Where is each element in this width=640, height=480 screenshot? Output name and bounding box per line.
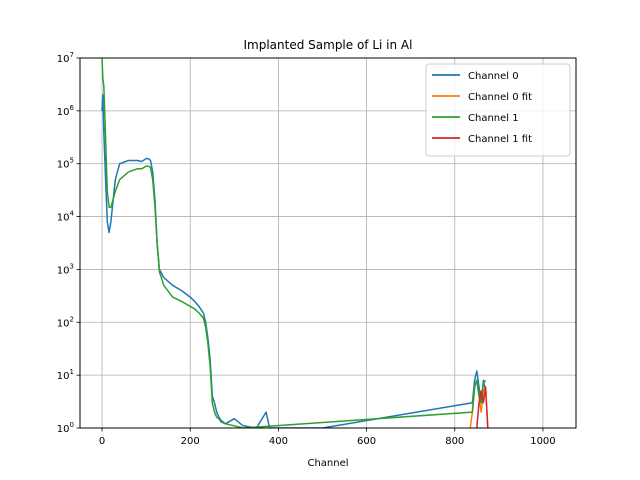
y-tick-base: 10 [57, 54, 70, 65]
y-tick-label: 102 [57, 315, 74, 329]
y-tick-exponent: 4 [70, 210, 75, 218]
y-tick-exponent: 7 [70, 51, 74, 59]
x-tick-label: 200 [181, 436, 200, 447]
x-tick-label: 800 [445, 436, 464, 447]
plot-series [101, 58, 489, 428]
y-tick-label: 106 [57, 104, 75, 118]
legend-label: Channel 1 [468, 113, 519, 124]
y-tick-label: 104 [57, 210, 75, 224]
y-tick-label: 107 [57, 51, 74, 65]
y-tick-exponent: 5 [70, 157, 74, 165]
y-tick-base: 10 [57, 160, 70, 171]
y-tick-label: 101 [57, 368, 74, 382]
y-tick-label: 100 [57, 421, 74, 435]
y-tick-exponent: 1 [70, 368, 74, 376]
x-tick-label: 400 [269, 436, 288, 447]
y-tick-label: 105 [57, 157, 74, 171]
legend-label: Channel 0 [468, 71, 519, 82]
y-tick-base: 10 [57, 213, 70, 224]
y-tick-exponent: 0 [70, 421, 74, 429]
legend-label: Channel 0 fit [468, 92, 532, 103]
x-tick-label: 600 [357, 436, 376, 447]
series-line [101, 58, 487, 428]
y-tick-exponent: 6 [70, 104, 75, 112]
x-axis-ticks: 0 200 400 600 800 1000 [99, 428, 556, 447]
y-tick-exponent: 2 [70, 315, 74, 323]
legend: Channel 0 Channel 0 fit Channel 1 Channel 1… [425, 63, 571, 157]
y-tick-base: 10 [57, 107, 70, 118]
y-tick-base: 10 [57, 265, 70, 276]
x-axis-label: Channel [307, 458, 348, 469]
y-tick-base: 10 [57, 371, 70, 382]
x-tick-label: 1000 [530, 436, 555, 447]
y-tick-base: 10 [57, 318, 70, 329]
plot-frame [79, 57, 577, 429]
legend-label: Channel 1 fit [468, 134, 532, 145]
y-tick-label: 103 [57, 262, 74, 276]
y-tick-exponent: 3 [70, 262, 74, 270]
y-tick-base: 10 [57, 424, 70, 435]
grid [80, 58, 576, 428]
series-line [476, 386, 489, 428]
x-tick-label: 0 [99, 436, 105, 447]
series-line [101, 94, 487, 428]
legend-box [425, 63, 571, 157]
chart-title: Implanted Sample of Li in Al [244, 38, 413, 52]
